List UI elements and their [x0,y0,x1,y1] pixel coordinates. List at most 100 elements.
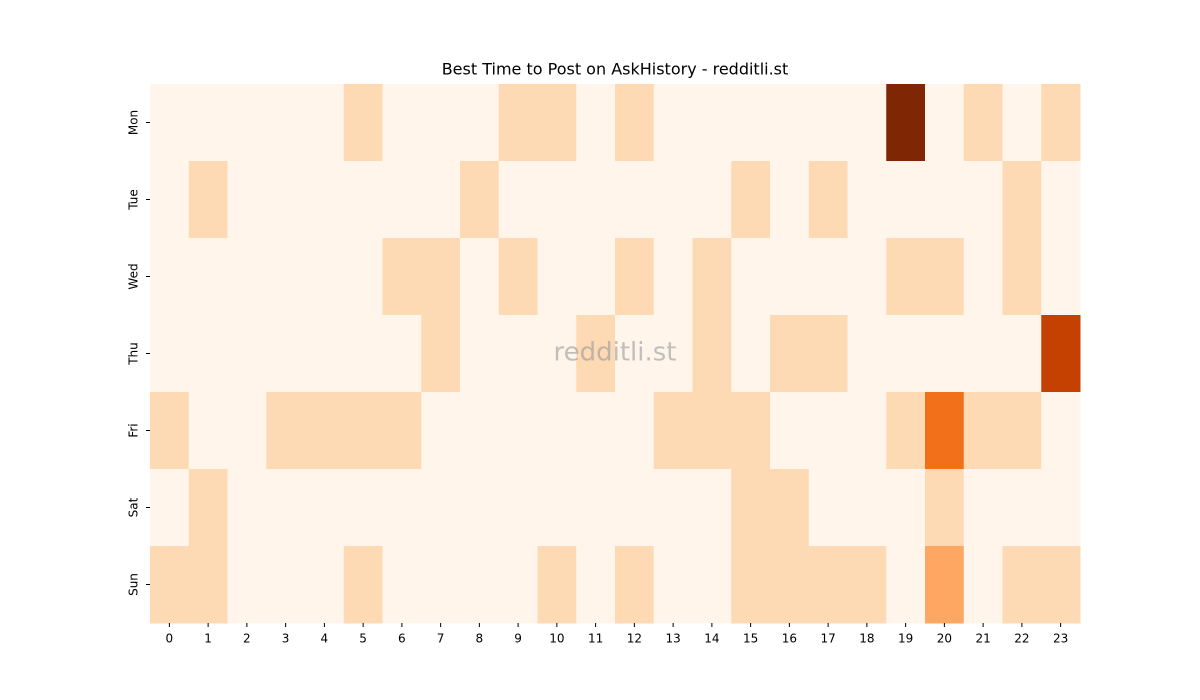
heat-cell [537,392,577,470]
heat-cell [963,161,1003,239]
heat-cell [1041,392,1081,470]
heat-cell [343,161,383,239]
x-tick-label: 16 [782,632,797,646]
heat-cell [1002,161,1042,239]
heat-cell [770,469,810,547]
x-tick-label: 0 [166,632,174,646]
heat-cell [188,238,228,316]
heat-cell [847,238,887,316]
heat-cell [305,315,345,393]
heat-cell [1002,469,1042,547]
heat-cell [382,315,422,393]
heat-cell [227,84,267,162]
heat-cell [537,84,577,162]
heat-cell [498,161,538,239]
heat-cell [537,546,577,624]
heat-cell [266,84,306,162]
heat-cell [227,315,267,393]
heat-cell [188,84,228,162]
heat-cell [731,238,771,316]
heat-cell [1002,315,1042,393]
heat-cell [615,84,655,162]
heat-cell [421,161,461,239]
x-tick-label: 15 [743,632,758,646]
heat-cell [460,84,500,162]
heat-cell [653,238,693,316]
heat-cell [576,469,616,547]
heat-cell [460,546,500,624]
heat-cell [731,161,771,239]
heat-cell [615,315,655,393]
heat-cell [1041,238,1081,316]
x-tick-label: 18 [859,632,874,646]
y-tick-label: Mon [127,110,141,135]
heat-cell [963,315,1003,393]
heat-cell [847,392,887,470]
heat-cell [963,546,1003,624]
heat-cell [963,469,1003,547]
heat-cell [576,546,616,624]
heat-cell [886,238,926,316]
heat-cell [150,392,190,470]
heat-cell [498,392,538,470]
heat-cell [227,161,267,239]
heat-cell [770,315,810,393]
heat-cell [1002,84,1042,162]
heat-cell [421,469,461,547]
heat-cell [692,238,732,316]
chart-title: Best Time to Post on AskHistory - reddit… [442,60,789,79]
x-tick-label: 11 [588,632,603,646]
heat-cell [1041,84,1081,162]
heat-cell [808,546,848,624]
heat-cell [925,238,965,316]
heat-cell [886,84,926,162]
x-tick-label: 19 [898,632,913,646]
x-tick-label: 4 [321,632,329,646]
x-tick-label: 12 [627,632,642,646]
heat-cell [808,238,848,316]
heat-cell [692,161,732,239]
heat-cell [770,392,810,470]
heat-cell [615,469,655,547]
x-tick-label: 22 [1014,632,1029,646]
heat-cell [770,161,810,239]
heat-cell [576,315,616,393]
heat-cell [188,469,228,547]
heat-cell [963,392,1003,470]
heat-cell [576,392,616,470]
heat-cell [808,469,848,547]
y-tick-label: Thu [127,342,141,366]
x-tick-label: 20 [937,632,952,646]
heat-cell [150,84,190,162]
heat-cell [731,546,771,624]
heat-cell [615,238,655,316]
heat-cell [421,546,461,624]
heat-cell [886,392,926,470]
heat-cell [150,546,190,624]
heat-cell [460,392,500,470]
heat-cell [847,469,887,547]
heat-cell [692,546,732,624]
heat-cell [188,392,228,470]
heat-cell [808,161,848,239]
y-tick-label: Fri [127,423,141,437]
heat-cell [653,315,693,393]
heat-cell [653,392,693,470]
heat-cell [1041,546,1081,624]
heat-cell [925,84,965,162]
heat-cell [305,84,345,162]
heatmap [150,84,1081,624]
heat-cell [227,392,267,470]
heat-cell [537,469,577,547]
heat-cell [382,469,422,547]
heat-cell [188,161,228,239]
heat-cell [576,161,616,239]
heat-cell [692,84,732,162]
heat-cell [498,238,538,316]
heat-cell [343,392,383,470]
heat-cell [886,315,926,393]
heat-cell [576,238,616,316]
x-tick-label: 9 [514,632,522,646]
heat-cell [227,238,267,316]
